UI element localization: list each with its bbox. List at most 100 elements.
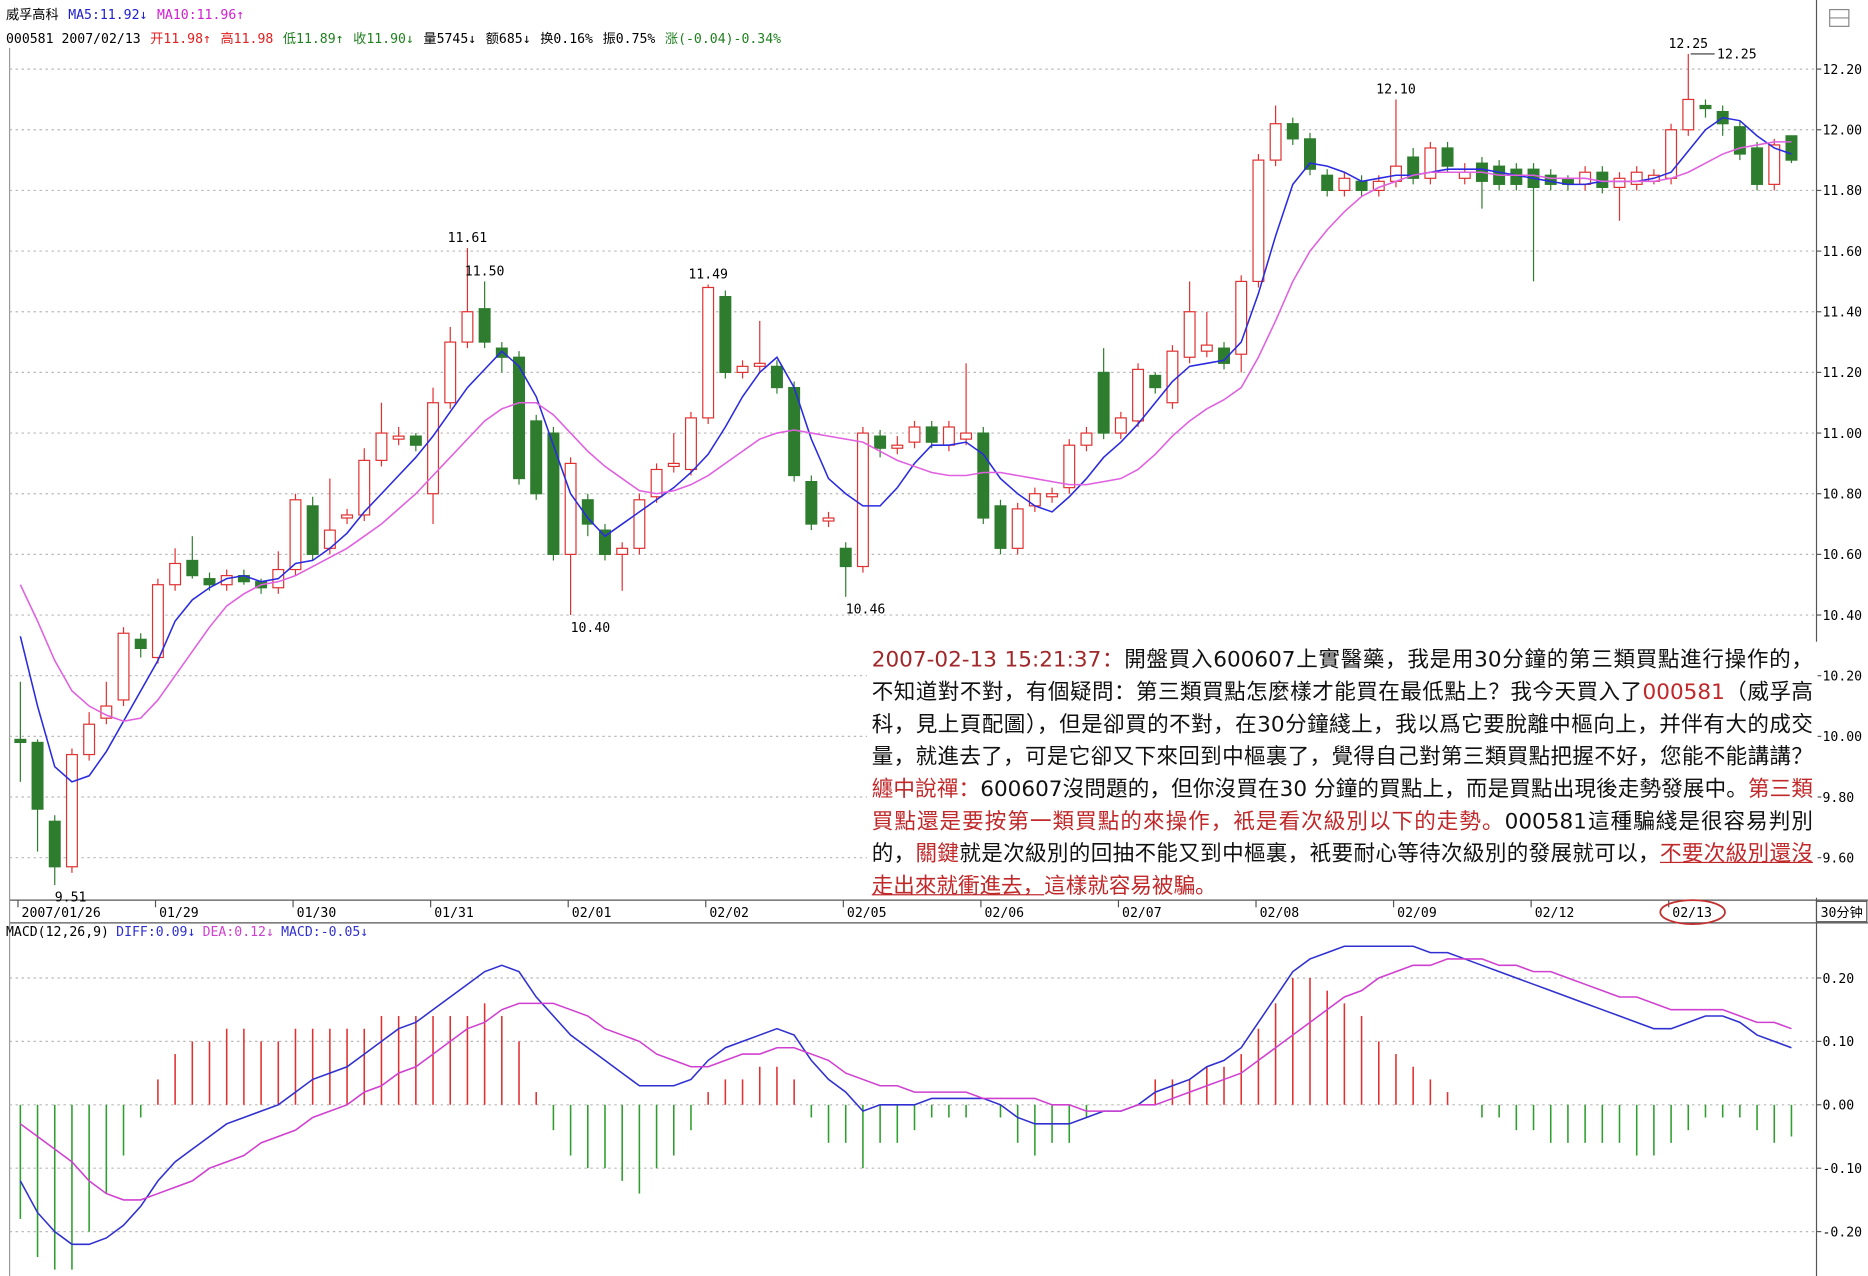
annotation: 11.49	[688, 267, 728, 282]
candle-body	[1097, 371, 1110, 434]
candle-body	[891, 444, 904, 449]
candle-body	[1046, 493, 1059, 498]
ma-line	[19, 116, 1792, 783]
annotation: 12.25	[1717, 48, 1757, 63]
y-tick-label: -0.10	[1822, 1162, 1862, 1177]
candle-body	[513, 356, 526, 480]
candle-body	[753, 362, 766, 367]
candle-body	[719, 295, 732, 374]
candle-body	[736, 365, 749, 374]
note: 2007-02-13 15:21:37：開盤買入600607上實醫藥，我是用30…	[866, 641, 1818, 898]
legend-entry: DEA:0.12↓	[203, 925, 274, 940]
note-segment: 開盤買入600607上實醫藥，我是用30分鐘的第三類買點進行操作的，不知道對不對…	[871, 647, 1813, 706]
candle-body	[822, 517, 835, 522]
note-segment: 這樣就容易被騙。	[1044, 873, 1217, 898]
header-row: 威孚高科 MA5:11.92↓ MA10:11.96↑	[6, 6, 244, 23]
x-tick-label: 01/30	[297, 906, 337, 921]
y-tick-label: 0.20	[1822, 972, 1854, 987]
candle-body	[1183, 311, 1196, 358]
y-tick-label: 12.00	[1822, 124, 1862, 139]
candle-body	[633, 499, 646, 549]
candle-body	[203, 578, 216, 586]
candle-body	[1355, 180, 1368, 192]
header-item: 收11.90↓	[353, 31, 414, 47]
candle-body	[358, 459, 371, 516]
candle-body	[564, 462, 577, 555]
candle-body	[83, 723, 96, 756]
y-tick-label: 0.00	[1822, 1099, 1854, 1114]
y-tick-label: 11.40	[1822, 306, 1862, 321]
y-tick-label: 12.20	[1822, 63, 1862, 78]
candle-body	[599, 529, 611, 555]
header-item: 涨(-0.04)-0.34%	[665, 31, 781, 47]
candle-body	[530, 420, 543, 495]
candle-body	[1235, 280, 1248, 355]
x-tick-label: 02/06	[984, 906, 1024, 921]
candle-body	[1785, 135, 1798, 161]
candle-body	[1768, 144, 1781, 185]
note-segment: 關鍵	[915, 841, 960, 867]
y-tick-label: 9.60	[1822, 851, 1854, 866]
candle-body	[169, 562, 182, 586]
candle-body	[925, 426, 938, 443]
x-tick-label: 02/08	[1260, 906, 1300, 921]
y-tick-label: 11.20	[1822, 366, 1862, 381]
header-item: 威孚高科	[6, 6, 59, 23]
candle-body	[1080, 432, 1093, 446]
header-item: 高11.98	[221, 30, 274, 47]
period-label: 30分钟	[1821, 904, 1863, 921]
legend-entry: DIFF:0.09↓	[116, 925, 195, 940]
macd-legend: MACD(12,26,9) DIFF:0.09↓ DEA:0.12↓ MACD:-0.…	[6, 925, 368, 940]
note-segment: 600607沒問題的，但你沒買在30 分鐘的買點上，而是買點出現後走勢發展中。	[980, 776, 1748, 802]
y-tick-label: 0.10	[1822, 1035, 1854, 1050]
y-tick-label: 11.00	[1822, 427, 1862, 442]
candle-body	[702, 286, 715, 419]
x-tick-label: 2007/01/26	[22, 906, 101, 921]
header-item: MA10:11.96↑	[157, 8, 244, 23]
candle-body	[1218, 347, 1231, 364]
x-tick-label: 02/05	[847, 906, 887, 921]
candle-body	[1321, 174, 1334, 192]
macd-title: MACD(12,26,9)	[6, 925, 109, 940]
candle-body	[1063, 444, 1076, 489]
candle-body	[65, 753, 78, 868]
y-tick-label: 9.80	[1822, 791, 1854, 806]
x-tick-label: 02/02	[709, 906, 749, 921]
header-item: 000581 2007/02/13	[6, 32, 141, 47]
candle-body	[1286, 123, 1299, 140]
candle-body	[1458, 171, 1471, 179]
x-tick-label: 02/12	[1535, 906, 1575, 921]
candle-body	[1304, 138, 1316, 170]
candle-body	[856, 432, 869, 568]
x-tick-label: 02/09	[1397, 906, 1437, 921]
candle-body	[616, 547, 629, 555]
macd-line	[19, 958, 1792, 1201]
candle-body	[1699, 104, 1712, 110]
candle-body	[960, 432, 973, 440]
candle-body	[684, 417, 697, 471]
candle-body	[1733, 126, 1746, 155]
macd-line	[19, 945, 1792, 1246]
candle-body	[306, 505, 319, 555]
candle-body	[31, 741, 44, 810]
candle-body	[1269, 123, 1282, 161]
candle-body	[444, 341, 457, 404]
candle-body	[1166, 350, 1179, 404]
candle-body	[461, 311, 474, 343]
candle-body	[1441, 147, 1454, 167]
note-segment: 第三類買點還是要按第一類買點的來操作，衹是看次級別以下的走勢。	[871, 776, 1813, 835]
note-segment: 纏中說禪：	[871, 776, 981, 802]
note-segment: 000581	[1642, 679, 1725, 706]
legend-entry: MACD:-0.05↓	[281, 925, 368, 940]
candle-body	[1510, 168, 1523, 185]
candle-body	[547, 432, 560, 555]
annotation: 10.46	[846, 603, 886, 618]
y-tick-label: 10.40	[1822, 609, 1862, 624]
candle-body	[427, 402, 440, 495]
header-item: 振0.75%	[603, 31, 656, 47]
y-tick-label: 10.60	[1822, 548, 1862, 563]
annotation: 11.50	[465, 264, 505, 279]
candle-body	[908, 426, 921, 443]
header-row: 000581 2007/02/13 开11.98↑ 高11.98 低11.89↑ 收11…	[6, 30, 781, 47]
